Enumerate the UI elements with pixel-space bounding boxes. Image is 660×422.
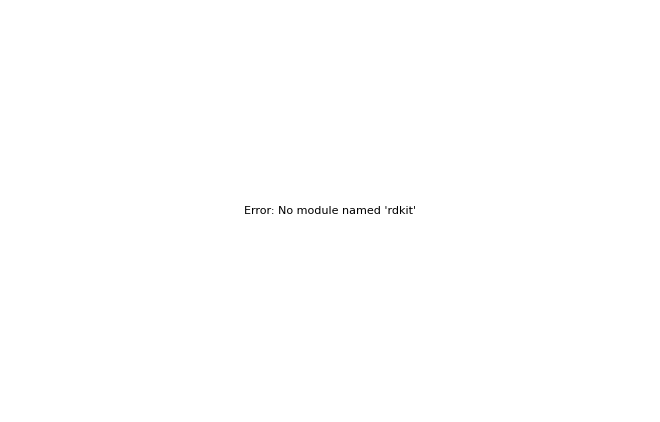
Text: Error: No module named 'rdkit': Error: No module named 'rdkit' xyxy=(244,206,416,216)
